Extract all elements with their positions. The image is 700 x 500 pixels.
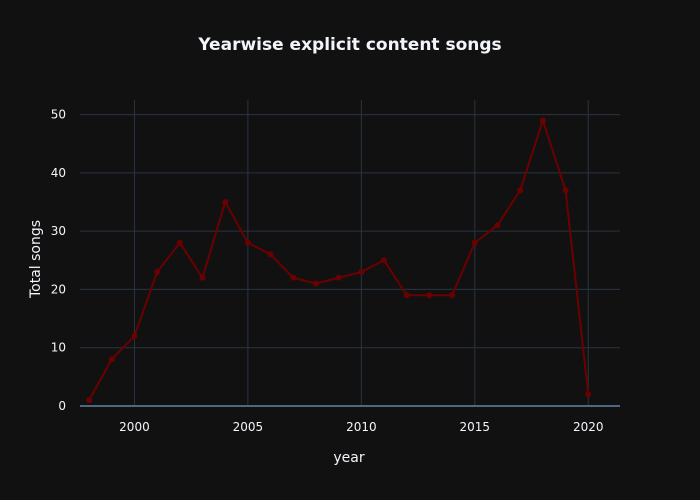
y-axis-title: Total songs	[28, 220, 44, 299]
data-point	[131, 333, 138, 340]
grid	[80, 100, 620, 407]
y-tick-label: 50	[51, 108, 66, 122]
data-point	[312, 280, 319, 287]
x-tick-label: 2005	[233, 420, 264, 434]
series-layer	[86, 117, 592, 404]
data-point	[539, 117, 546, 124]
x-tick-label: 2015	[460, 420, 491, 434]
y-tick-label: 40	[51, 166, 66, 180]
y-tick-label: 10	[51, 341, 66, 355]
data-point	[176, 239, 183, 246]
x-axis-title: year	[333, 450, 364, 466]
x-tick-label: 2010	[346, 420, 377, 434]
data-point	[267, 251, 274, 258]
data-point	[244, 239, 251, 246]
data-point	[494, 222, 501, 229]
x-tick-label: 2020	[573, 420, 604, 434]
data-point	[86, 397, 93, 404]
data-point	[403, 292, 410, 299]
data-point	[154, 268, 161, 275]
data-point	[449, 292, 456, 299]
data-point	[517, 187, 524, 194]
data-point	[199, 274, 206, 281]
data-point	[585, 391, 592, 398]
x-tick-label: 2000	[119, 420, 150, 434]
data-point	[290, 274, 297, 281]
data-point	[358, 268, 365, 275]
y-tick-label: 20	[51, 282, 66, 296]
data-point	[426, 292, 433, 299]
data-point	[335, 274, 342, 281]
data-point	[108, 356, 115, 363]
chart-title: Yearwise explicit content songs	[197, 35, 501, 55]
series-line	[88, 119, 590, 401]
tick-labels: 2000 2005 2010 2015 2020 0 10 20 30 40 50	[51, 108, 604, 434]
data-point	[471, 239, 478, 246]
y-tick-label: 30	[51, 224, 66, 238]
data-point	[222, 199, 229, 205]
data-point	[562, 187, 569, 194]
y-tick-label: 0	[58, 399, 66, 413]
data-point	[381, 257, 388, 264]
